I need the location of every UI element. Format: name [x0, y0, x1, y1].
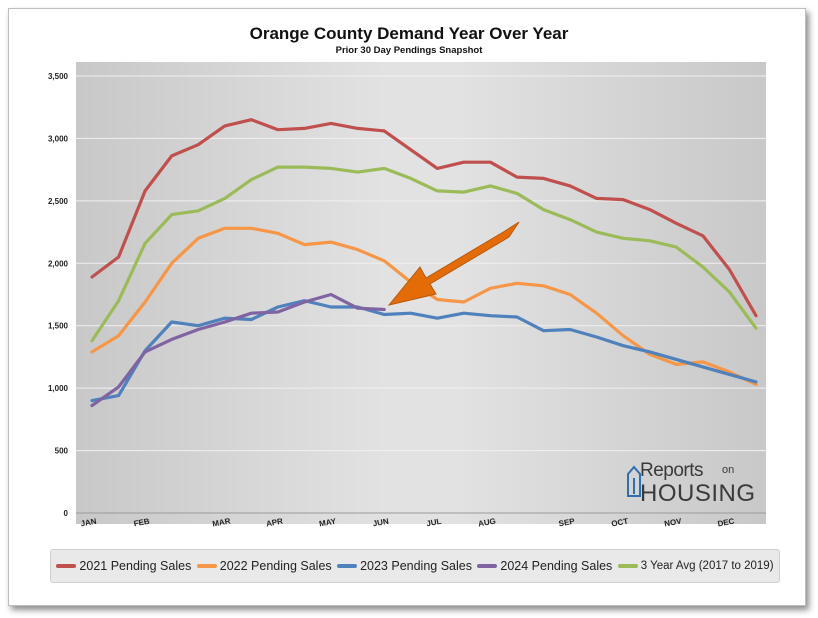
y-tick-label: 3,500 [48, 72, 69, 81]
legend-item: 3 Year Avg (2017 to 2019) [617, 560, 774, 572]
chart-subtitle: Prior 30 Day Pendings Snapshot [335, 45, 483, 56]
legend-swatch [617, 564, 638, 568]
x-tick-label: AUG [477, 517, 496, 529]
legend-swatch [56, 564, 77, 568]
logo-text-on: on [722, 464, 735, 476]
y-tick-label: 2,000 [48, 259, 69, 268]
x-tick-label: JUL [426, 517, 443, 529]
legend-label: 2024 Pending Sales [500, 559, 613, 573]
y-tick-label: 0 [64, 509, 69, 518]
chart-legend: 2021 Pending Sales 2022 Pending Sales 2023… [50, 549, 780, 583]
x-tick-label: NOV [664, 516, 683, 528]
house-logo-icon [627, 465, 641, 497]
x-tick-label: MAY [318, 517, 337, 529]
x-tick-label: FEB [133, 517, 151, 529]
x-tick-label: DEC [717, 517, 735, 529]
x-tick-label: JAN [80, 517, 98, 529]
legend-swatch [477, 564, 498, 568]
series-line [90, 226, 758, 386]
chart-title: Orange County Demand Year Over Year [249, 24, 569, 43]
y-tick-label: 500 [55, 447, 69, 456]
series-line [90, 292, 386, 408]
x-tick-label: OCT [611, 517, 629, 529]
y-tick-label: 1,000 [48, 384, 69, 393]
legend-item: 2021 Pending Sales [56, 559, 191, 573]
x-tick-label: JUN [372, 517, 390, 529]
x-tick-label: APR [265, 517, 283, 529]
logo-text-housing: HOUSING [640, 480, 756, 507]
legend-label: 3 Year Avg (2017 to 2019) [640, 560, 774, 572]
x-tick-label: MAR [212, 516, 232, 528]
series-line [90, 118, 758, 318]
series-line [90, 299, 758, 403]
y-tick-label: 1,500 [48, 322, 69, 331]
y-tick-label: 2,500 [48, 197, 69, 206]
legend-item: 2022 Pending Sales [196, 559, 332, 573]
series-line [90, 165, 758, 343]
legend-item: 2024 Pending Sales [477, 559, 612, 573]
legend-item: 2023 Pending Sales [337, 559, 472, 573]
x-tick-label: SEP [558, 517, 576, 529]
legend-label: 2022 Pending Sales [219, 559, 332, 573]
legend-swatch [337, 564, 358, 568]
y-tick-label: 3,000 [48, 134, 69, 143]
legend-label: 2023 Pending Sales [360, 559, 472, 573]
annotation-arrow [387, 221, 520, 306]
legend-label: 2021 Pending Sales [79, 559, 192, 573]
legend-swatch [196, 564, 217, 568]
logo-text-reports: Reports [640, 460, 704, 481]
reports-on-housing-logo: Reports on HOUSING [626, 460, 766, 512]
